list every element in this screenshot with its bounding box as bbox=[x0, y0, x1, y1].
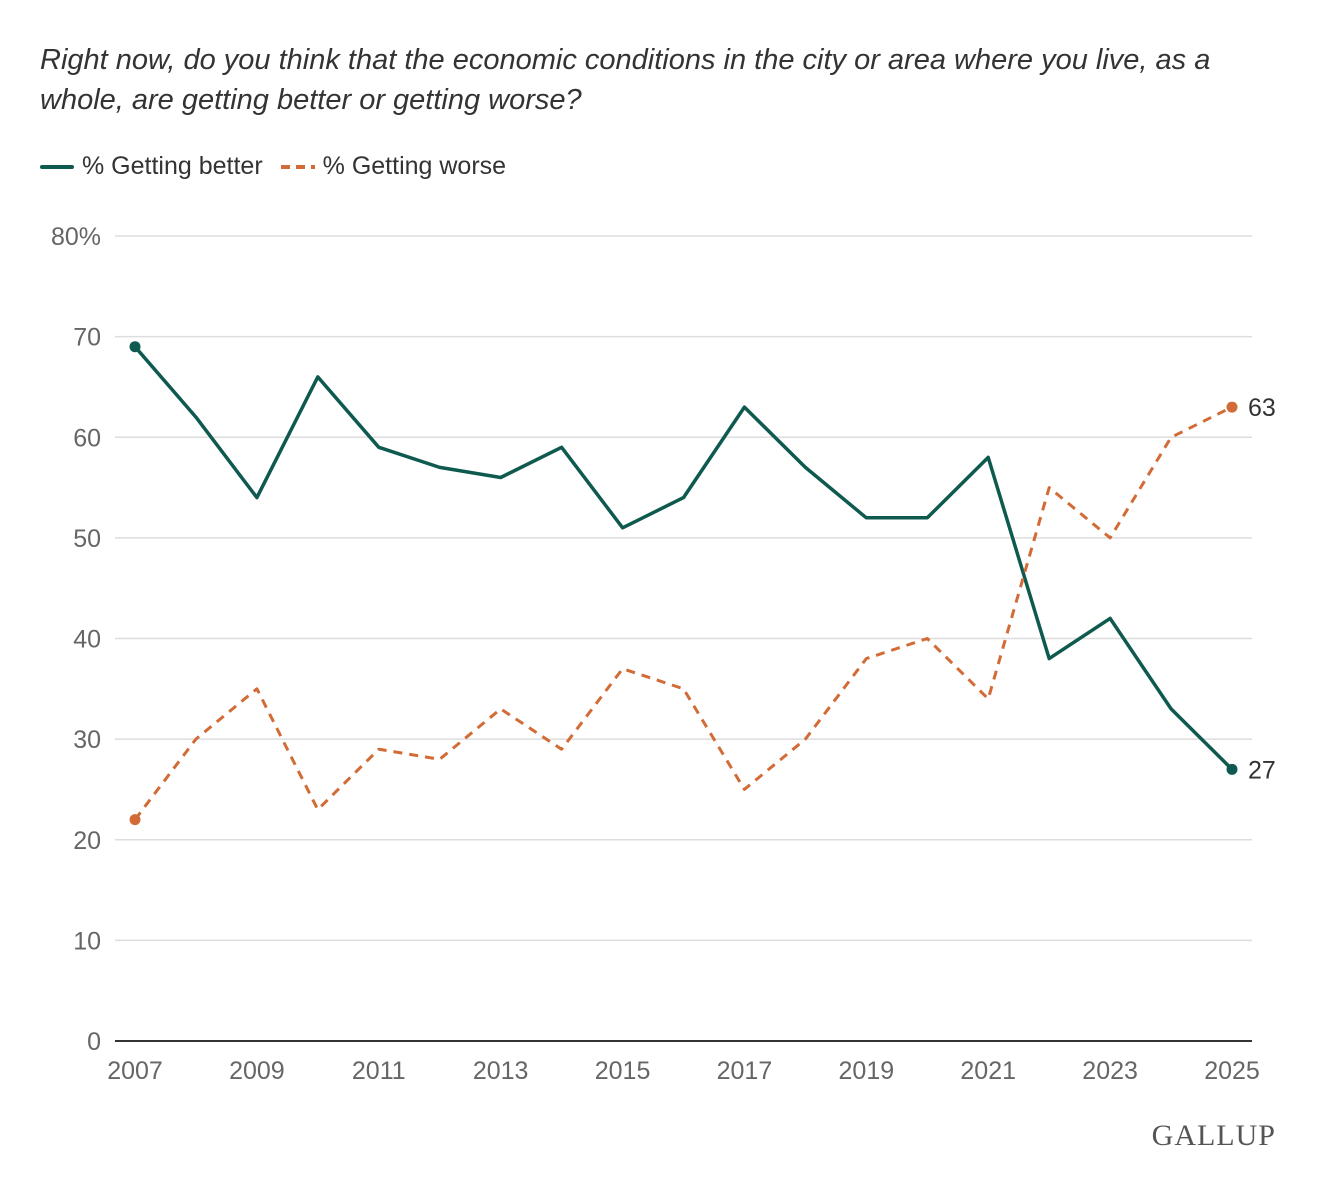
x-tick-label: 2009 bbox=[229, 1057, 285, 1085]
y-tick-label: 0 bbox=[87, 1028, 101, 1056]
data-point-marker bbox=[129, 341, 141, 353]
data-point-marker bbox=[1226, 763, 1238, 775]
legend-swatch-solid bbox=[40, 164, 74, 169]
grid-lines bbox=[115, 235, 1252, 1042]
end-data-label: 63 bbox=[1248, 394, 1276, 422]
x-axis-tick-labels: 2007 2009 2011 2013 2015 2017 2019 2021 2023 2025 bbox=[107, 1057, 1260, 1085]
chart-legend: % Getting better % Getting worse bbox=[40, 152, 524, 181]
x-tick-label: 2023 bbox=[1082, 1057, 1138, 1085]
gallup-logo: GALLUP bbox=[1151, 1119, 1276, 1152]
x-tick-label: 2011 bbox=[352, 1057, 406, 1085]
data-point-marker bbox=[1226, 401, 1238, 413]
x-tick-label: 2007 bbox=[107, 1057, 163, 1085]
data-series bbox=[129, 341, 1238, 826]
x-tick-label: 2017 bbox=[717, 1057, 773, 1085]
y-tick-label: 40 bbox=[73, 626, 101, 654]
y-tick-label: 30 bbox=[73, 726, 101, 754]
legend-label-getting-worse: % Getting worse bbox=[322, 152, 507, 180]
data-labels: 27 63 bbox=[1248, 394, 1276, 784]
y-tick-label: 70 bbox=[73, 324, 101, 352]
series-line-getting-better bbox=[133, 345, 1234, 771]
x-tick-label: 2025 bbox=[1204, 1057, 1260, 1085]
y-tick-label: 80% bbox=[51, 223, 101, 251]
legend-item-getting-better: % Getting better bbox=[40, 152, 263, 181]
legend-label-getting-better: % Getting better bbox=[82, 152, 263, 180]
x-tick-label: 2021 bbox=[960, 1057, 1016, 1085]
x-tick-label: 2019 bbox=[839, 1057, 895, 1085]
legend-item-getting-worse: % Getting worse bbox=[280, 152, 507, 181]
legend-swatch-dashed bbox=[280, 164, 315, 169]
y-tick-label: 20 bbox=[73, 827, 101, 855]
y-tick-label: 60 bbox=[73, 424, 101, 452]
data-point-marker bbox=[129, 814, 141, 826]
series-line-getting-worse bbox=[133, 405, 1233, 821]
x-tick-label: 2013 bbox=[473, 1057, 529, 1085]
x-tick-label: 2015 bbox=[595, 1057, 651, 1085]
y-tick-label: 10 bbox=[73, 927, 101, 955]
end-data-label: 27 bbox=[1248, 756, 1276, 784]
y-axis-tick-labels: 0 10 20 30 40 50 60 70 80% bbox=[51, 223, 101, 1056]
y-tick-label: 50 bbox=[73, 525, 101, 553]
chart-title: Right now, do you think that the economi… bbox=[40, 44, 1211, 116]
